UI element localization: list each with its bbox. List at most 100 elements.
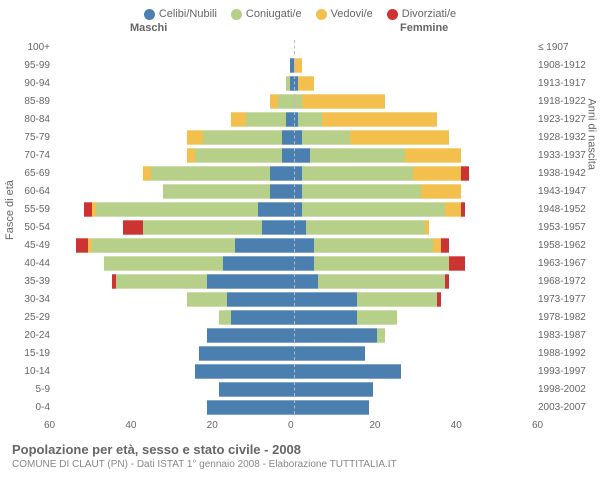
bar-male [56,292,294,306]
age-label: 95-99 [0,60,56,71]
seg-sp [116,274,207,289]
age-row: 80-841923-1927 [0,110,600,128]
seg-v [270,94,278,109]
age-label: 90-94 [0,78,56,89]
legend: Celibi/NubiliConiugati/eVedovi/eDivorzia… [0,0,600,22]
seg-v [302,94,385,109]
seg-d [461,166,469,181]
age-row: 55-591948-1952 [0,200,600,218]
seg-c [235,238,295,253]
age-label: 15-19 [0,348,56,359]
seg-c [294,292,357,307]
bar-female [294,40,532,54]
age-row: 85-891918-1922 [0,92,600,110]
age-label: 75-79 [0,132,56,143]
birth-label: 1943-1947 [532,186,600,197]
bar-female [294,274,532,288]
bar-male [56,184,294,198]
seg-v [143,166,151,181]
age-label: 80-84 [0,114,56,125]
age-label: 55-59 [0,204,56,215]
pyramid-chart: 100+≤ 190795-991908-191290-941913-191785… [0,38,600,416]
xaxis-tick: 0 [288,420,294,431]
age-label: 65-69 [0,168,56,179]
seg-c [294,220,306,235]
age-row: 95-99 1908-1912 [0,56,600,74]
bar-female [294,382,532,396]
seg-v [322,112,437,127]
seg-c [294,202,302,217]
seg-sp [302,184,421,199]
seg-c [294,166,302,181]
seg-c [294,148,310,163]
seg-c [294,382,373,397]
seg-d [123,220,143,235]
age-row: 100+≤ 1907 [0,38,600,56]
seg-c [195,364,294,379]
xaxis-tick: 40 [125,420,136,431]
bar-female [294,364,532,378]
bar-female [294,310,532,324]
age-row: 75-791928-1932 [0,128,600,146]
seg-sp [96,202,259,217]
birth-label: 1938-1942 [532,168,600,179]
age-row: 70-741933-1937 [0,146,600,164]
bar-male [56,346,294,360]
legend-label: Coniugati/e [246,8,302,20]
seg-c [258,202,294,217]
bar-male [56,202,294,216]
age-label: 85-89 [0,96,56,107]
birth-label: 1908-1912 [532,60,600,71]
birth-label: 1963-1967 [532,258,600,269]
seg-v [445,202,461,217]
seg-d [445,274,449,289]
age-label: 45-49 [0,240,56,251]
x-axis: 6040200204060 [0,420,600,434]
age-row: 50-541953-1957 [0,218,600,236]
birth-label: 1968-1972 [532,276,600,287]
seg-c [282,148,294,163]
seg-c [294,184,302,199]
seg-sp [357,310,397,325]
age-label: 60-64 [0,186,56,197]
seg-c [294,364,401,379]
seg-c [199,346,294,361]
age-row: 35-391968-1972 [0,272,600,290]
bar-female [294,346,532,360]
age-row: 15-191988-1992 [0,344,600,362]
birth-label: 1973-1977 [532,294,600,305]
age-row: 10-141993-1997 [0,362,600,380]
birth-label: 1953-1957 [532,222,600,233]
bar-female [294,184,532,198]
seg-d [449,256,465,271]
bar-male [56,256,294,270]
age-label: 0-4 [0,402,56,413]
header-female: Femmine [400,22,448,34]
age-label: 20-24 [0,330,56,341]
birth-label: 1993-1997 [532,366,600,377]
legend-item: Coniugati/e [231,8,302,20]
bar-female [294,220,532,234]
seg-sp [187,292,227,307]
bar-female [294,238,532,252]
header-male: Maschi [130,22,167,34]
seg-d [84,202,92,217]
seg-c [294,274,318,289]
seg-v [187,148,195,163]
seg-sp [314,256,449,271]
age-row: 20-241983-1987 [0,326,600,344]
seg-c [262,220,294,235]
chart-title: Popolazione per età, sesso e stato civil… [12,442,600,457]
age-label: 25-29 [0,312,56,323]
bar-female [294,400,532,414]
seg-v [294,58,302,73]
bar-female [294,130,532,144]
legend-item: Celibi/Nubili [144,8,217,20]
bar-female [294,94,532,108]
legend-label: Divorziati/e [402,8,456,20]
seg-c [294,328,377,343]
seg-sp [92,238,235,253]
bar-female [294,256,532,270]
seg-sp [219,310,231,325]
xaxis-tick: 60 [44,420,55,431]
